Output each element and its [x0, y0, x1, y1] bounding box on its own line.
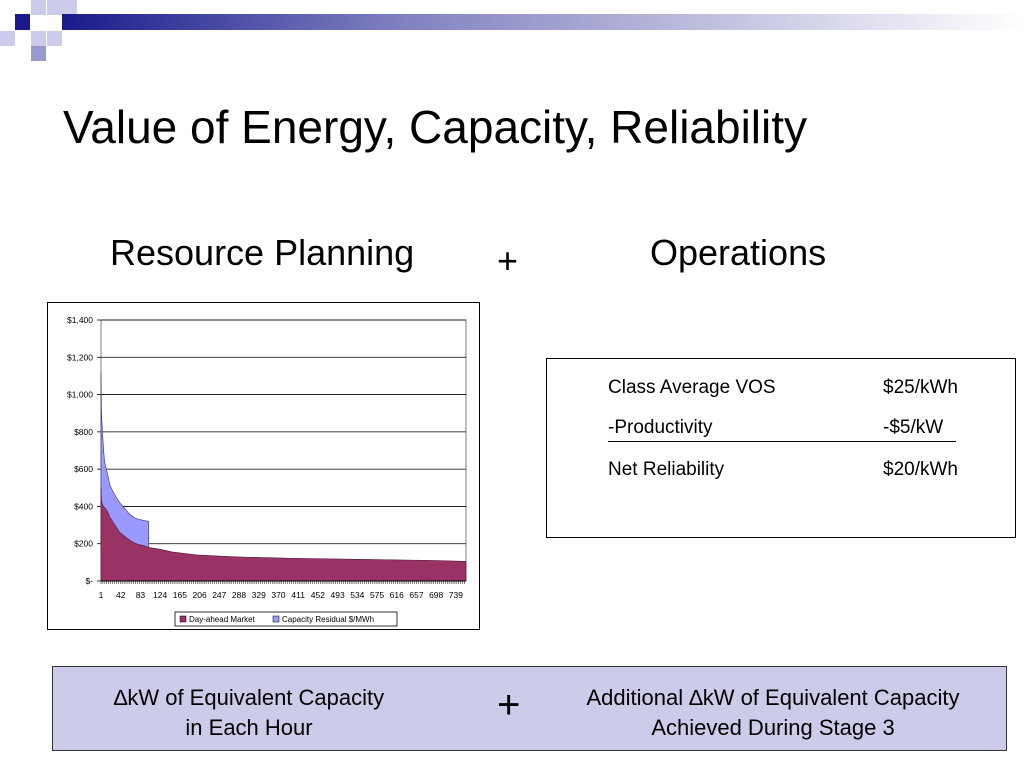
- banner-right-line1: Additional ∆kW of Equivalent Capacity: [586, 685, 960, 710]
- plus-symbol-bottom: +: [497, 683, 521, 727]
- x-tick-label: 165: [173, 590, 187, 600]
- ops-row-value: $25/kWh: [883, 377, 958, 398]
- y-tick-label: $-: [85, 576, 93, 586]
- y-tick-label: $800: [74, 427, 93, 437]
- y-tick-label: $1,000: [67, 390, 93, 400]
- banner-right-line2: Achieved During Stage 3: [651, 715, 895, 740]
- x-tick-label: 329: [252, 590, 266, 600]
- plus-symbol-top: +: [497, 240, 519, 281]
- x-tick-label: 657: [409, 590, 423, 600]
- legend-swatch-capacity-residual: [272, 615, 280, 623]
- ops-row-label: Net Reliability: [608, 459, 725, 480]
- legend-label-day-ahead: Day-ahead Market: [189, 615, 256, 624]
- banner-left-text: ∆kW of Equivalent Capacity in Each Hour: [89, 683, 409, 743]
- operations-table: Class Average VOS $25/kWh -Productivity …: [546, 358, 1016, 538]
- x-tick-label: 534: [350, 590, 364, 600]
- decorative-header-pattern: [0, 0, 1024, 61]
- x-tick-label: 493: [331, 590, 345, 600]
- x-tick-label: 206: [192, 590, 206, 600]
- banner-left-line1: ∆kW of Equivalent Capacity: [113, 685, 385, 710]
- ops-row-productivity: -Productivity -$5/kW: [608, 417, 956, 442]
- ops-row-value: $20/kWh: [883, 459, 958, 480]
- y-tick-label: $400: [74, 501, 93, 511]
- x-tick-label: 616: [390, 590, 404, 600]
- plot-area: [100, 319, 467, 582]
- price-duration-chart: $1,400 $1,200 $1,000 $800 $600 $400 $200 $- 1 42 8…: [47, 302, 480, 630]
- x-tick-label: 575: [370, 590, 384, 600]
- y-tick-label: $1,200: [67, 352, 93, 362]
- y-tick-label: $600: [74, 464, 93, 474]
- banner-left-line2: in Each Hour: [185, 715, 313, 740]
- x-tick-label: 1: [99, 590, 104, 600]
- x-tick-label: 411: [291, 590, 305, 600]
- banner-right-text: Additional ∆kW of Equivalent Capacity Ac…: [553, 683, 993, 743]
- x-tick-label: 739: [449, 590, 463, 600]
- x-tick-label: 42: [116, 590, 126, 600]
- ops-row-label: Class Average VOS: [608, 377, 776, 398]
- y-tick-label: $1,400: [67, 315, 93, 325]
- x-tick-label: 288: [232, 590, 246, 600]
- legend-label-capacity-residual: Capacity Residual $/MWh: [282, 615, 374, 624]
- x-tick-label: 247: [212, 590, 226, 600]
- x-tick-label: 124: [153, 590, 167, 600]
- x-tick-label: 698: [429, 590, 443, 600]
- ops-row-label: -Productivity: [608, 417, 713, 438]
- bottom-banner: ∆kW of Equivalent Capacity in Each Hour …: [52, 666, 1007, 751]
- x-tick-label: 83: [136, 590, 146, 600]
- operations-heading: Operations: [650, 232, 827, 273]
- x-tick-label: 452: [311, 590, 325, 600]
- ops-row-value: -$5/kW: [883, 417, 944, 438]
- slide-title: Value of Energy, Capacity, Reliability: [63, 101, 808, 153]
- x-tick-label: 370: [271, 590, 285, 600]
- y-tick-label: $200: [74, 539, 93, 549]
- chart-svg: $1,400 $1,200 $1,000 $800 $600 $400 $200 $- 1 42 8…: [67, 315, 467, 627]
- legend: [174, 611, 398, 627]
- series-area-day-ahead: [100, 487, 467, 582]
- legend-swatch-day-ahead: [179, 615, 187, 623]
- resource-planning-heading: Resource Planning: [110, 232, 415, 273]
